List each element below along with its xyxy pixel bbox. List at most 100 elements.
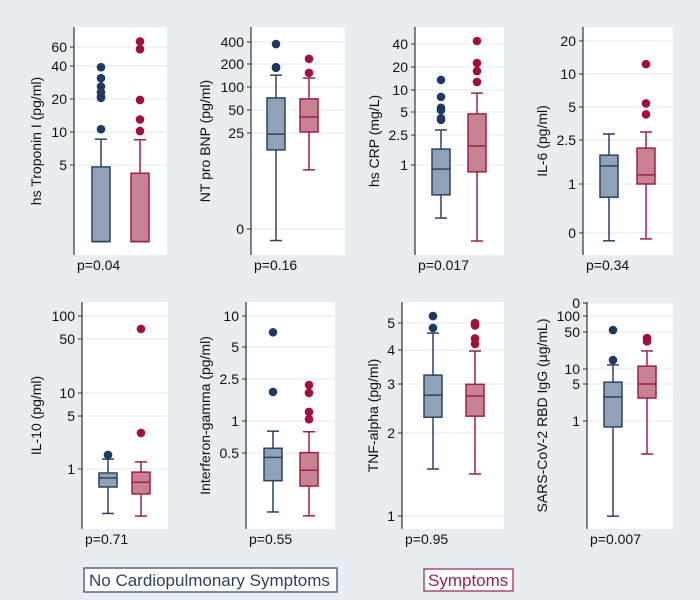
outlier-point [96,124,106,134]
box-symptoms [131,324,151,517]
tick-label: 10 [51,124,67,140]
tick-label: 10 [59,385,75,401]
box-symptoms [465,318,485,475]
legend: No Cardiopulmonary Symptoms Symptoms [83,567,514,593]
tick-label: 5 [59,157,67,173]
tick-label: 0 [236,221,244,237]
plot-area [583,27,673,255]
outlier-point [641,59,651,69]
p-value: p=0.04 [77,257,120,273]
box-no-symptoms [263,327,283,513]
outlier-point [103,450,113,460]
tick-label: 10 [560,66,576,82]
box-iqr [636,147,656,185]
tick-label: 40 [51,58,67,74]
outlier-point [472,77,482,87]
panel-1: 60 40 20 10 5 hs Troponin I (pg/ml) p=0.04 [28,27,167,273]
box-iqr [465,383,485,417]
plot-area [74,27,167,255]
legend-box-symptoms [423,568,514,592]
tick-label: 10 [392,82,408,98]
box-iqr [91,166,111,243]
outlier-point [436,105,446,115]
outlier-point [96,73,106,83]
outlier-point [135,44,145,54]
tick-label: 3 [387,376,395,392]
y-axis-label: hs Troponin I (pg/ml) [28,77,44,205]
outlier-point [304,380,314,390]
outlier-point [135,95,145,105]
box-iqr [603,381,623,428]
outlier-point [304,54,314,64]
box-iqr [98,472,118,488]
outlier-point [472,36,482,46]
box-symptoms [636,59,656,240]
tick-label: 100 [52,308,76,324]
outlier-point [436,75,446,85]
box-symptoms [467,36,487,242]
outlier-point [436,92,446,102]
outlier-point [136,324,146,334]
box-iqr [423,374,443,418]
tick-label: 0 [572,295,580,311]
tick-label: 25 [228,125,244,141]
outlier-point [135,37,145,46]
p-value: p=0.95 [405,531,448,547]
y-axis-label: Interferon-gamma (pg/ml) [197,336,213,495]
tick-label: 20 [392,59,408,75]
outlier-point [472,66,482,76]
panel-5: 100 50 10 5 1 IL-10 (pg/ml) p=0.71 [28,302,168,547]
p-value: p=0.007 [590,531,641,547]
tick-label: 0.5 [220,445,240,461]
tick-label: 0 [568,225,576,241]
plot-area [246,302,335,529]
plot-area [402,302,504,529]
outlier-point [271,39,281,49]
tick-label: 1 [572,413,580,429]
outlier-point [135,115,145,124]
tick-label: 5 [568,99,576,115]
tick-label: 5 [387,315,395,331]
box-symptoms [637,333,657,455]
tick-label: 20 [51,91,67,107]
legend-box-no-symptoms [83,567,338,593]
box-no-symptoms [98,450,118,515]
plot-area [587,302,673,529]
p-value: p=0.71 [85,531,128,547]
panel-7: 5 4 3 2 1 TNF-alpha (pg/ml) p=0.95 [365,302,504,547]
tick-label: 100 [557,308,581,324]
tick-label: 1 [67,461,75,477]
tick-label: 1 [387,508,395,524]
p-value: p=0.55 [249,531,292,547]
outlier-point [470,339,480,349]
outlier-point [304,407,314,417]
box-symptoms [299,380,319,517]
outlier-point [271,63,281,73]
box-iqr [599,154,619,198]
box-iqr [131,471,151,495]
tick-label: 400 [221,34,245,50]
box-iqr [299,451,319,487]
tick-label: 200 [221,56,245,72]
tick-label: 2.5 [557,132,577,148]
outlier-point [428,323,438,333]
outlier-point [436,115,446,125]
plot-area [415,27,504,255]
outlier-point [304,68,314,78]
box-iqr [467,113,487,173]
outlier-point [268,327,278,337]
box-symptoms [299,54,319,171]
panel-6: 10 5 2.5 1 0.5 Interferon-gamma (pg/ml) p=0.55 [197,302,335,547]
outlier-point [304,414,314,424]
y-axis-label: hs CRP (mg/L) [366,95,382,187]
tick-label: 1 [231,413,239,429]
box-iqr [431,148,451,196]
outlier-point [470,321,480,330]
tick-label: 50 [59,331,75,347]
tick-label: 60 [51,39,67,55]
outlier-point [608,325,618,335]
y-axis-label: IL-10 (pg/ml) [28,376,44,455]
